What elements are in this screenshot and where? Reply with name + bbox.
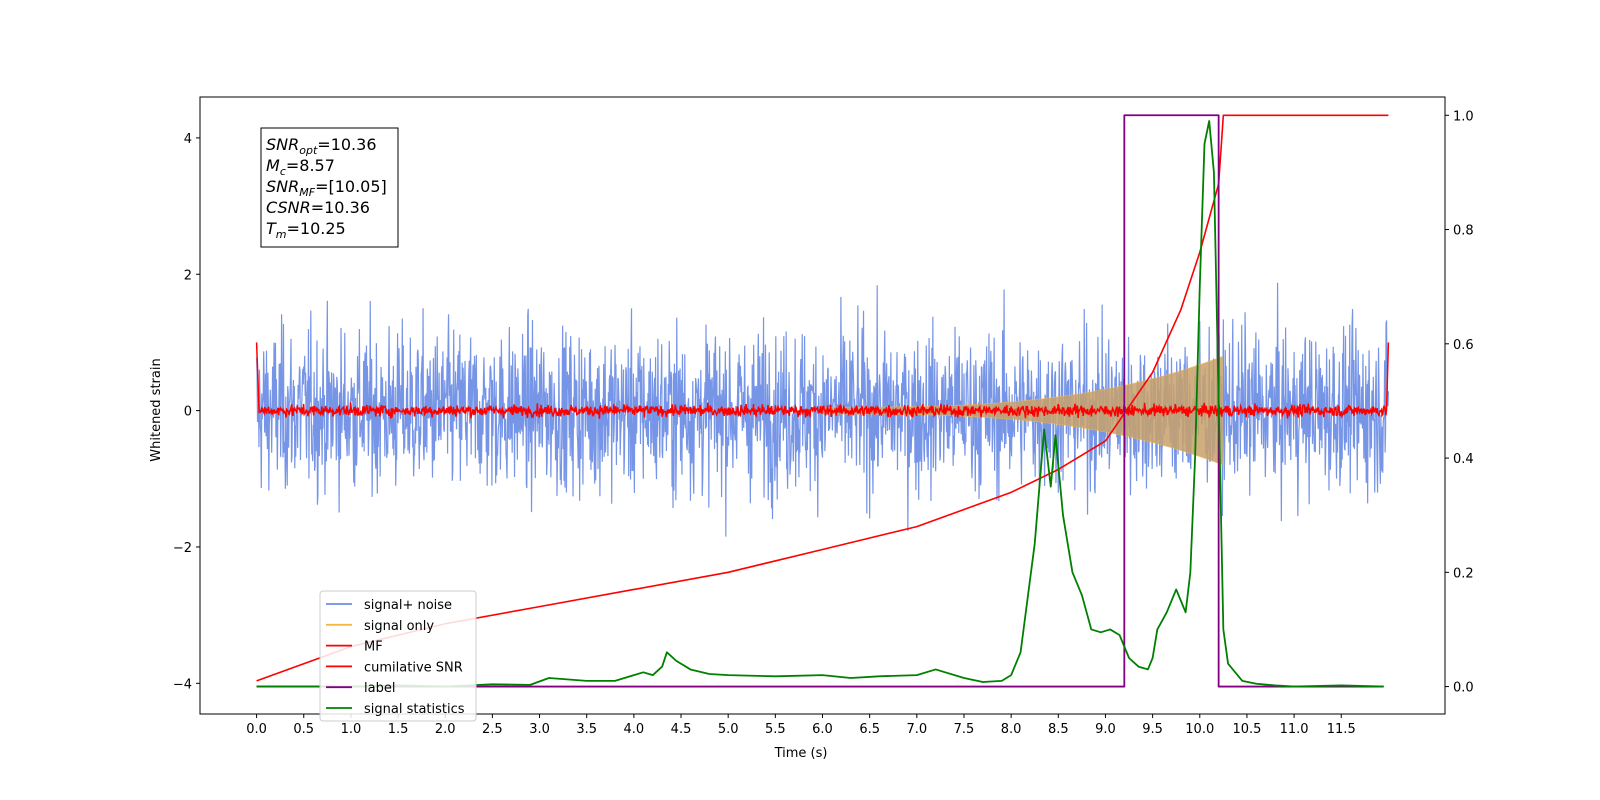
series-signal-noise bbox=[255, 282, 1390, 537]
x-tick-label: 6.5 bbox=[859, 722, 880, 737]
x-tick-label: 7.0 bbox=[906, 722, 927, 737]
legend-frame bbox=[319, 590, 477, 722]
x-tick-label: 5.0 bbox=[718, 722, 739, 737]
x-tick-label: 11.0 bbox=[1280, 722, 1309, 737]
legend: signal+ noise signal only MF cumilative SNR… bbox=[319, 590, 477, 722]
x-tick-label: 2.5 bbox=[482, 722, 503, 737]
legend-label: label bbox=[364, 681, 395, 696]
series-signal-statistics bbox=[256, 120, 1384, 688]
x-tick-label: 2.0 bbox=[435, 722, 456, 737]
y2-tick-label: 0.4 bbox=[1453, 452, 1474, 467]
y2-tick-label: 0.8 bbox=[1453, 224, 1474, 239]
annotation-line: CSNR=10.36 bbox=[266, 198, 370, 217]
y-tick-label: 4 bbox=[184, 132, 192, 147]
x-tick-label: 8.5 bbox=[1048, 722, 1069, 737]
axes: 0.0 0.5 1.0 1.5 2.0 2.5 3.0 3.5 4.0 4.5 5.0 5.5 6.0 6… bbox=[173, 96, 1474, 737]
y2-tick-label: 0.6 bbox=[1453, 338, 1474, 353]
y-axis-label: Whitened strain bbox=[149, 358, 164, 461]
legend-label: signal+ noise bbox=[364, 598, 452, 613]
y2-tick-label: 1.0 bbox=[1453, 109, 1474, 124]
plot-area bbox=[255, 114, 1390, 688]
annotation-frame bbox=[260, 127, 399, 248]
x-tick-label: 6.0 bbox=[812, 722, 833, 737]
x-tick-label: 0.0 bbox=[246, 722, 267, 737]
legend-label: cumilative SNR bbox=[364, 660, 463, 675]
x-tick-label: 9.0 bbox=[1095, 722, 1116, 737]
annotation-line: SNRopt=10.36 bbox=[266, 135, 377, 157]
legend-label: MF bbox=[364, 640, 383, 655]
x-tick-label: 7.5 bbox=[954, 722, 975, 737]
x-tick-label: 4.0 bbox=[624, 722, 645, 737]
y-tick-label: 2 bbox=[184, 268, 192, 283]
legend-label: signal statistics bbox=[364, 702, 465, 717]
x-tick-label: 1.5 bbox=[388, 722, 409, 737]
y-tick-label: 0 bbox=[184, 405, 192, 420]
x-tick-label: 3.5 bbox=[576, 722, 597, 737]
y2-tick-label: 0.2 bbox=[1453, 566, 1474, 581]
y-tick-label: −2 bbox=[173, 541, 192, 556]
stats-annotation-box: SNRopt=10.36Mc=8.57SNRMF=[10.05]CSNR=10.… bbox=[260, 127, 399, 248]
annotation-line: Tm=10.25 bbox=[266, 219, 346, 241]
y-tick-label: −4 bbox=[173, 677, 192, 692]
series-cumulative-snr bbox=[256, 114, 1389, 682]
series-mf bbox=[255, 342, 1390, 419]
x-axis-label: Time (s) bbox=[774, 746, 828, 761]
series-label bbox=[256, 114, 1384, 688]
x-tick-label: 3.0 bbox=[529, 722, 550, 737]
x-tick-label: 4.5 bbox=[671, 722, 692, 737]
x-tick-label: 8.0 bbox=[1001, 722, 1022, 737]
x-tick-label: 1.0 bbox=[341, 722, 362, 737]
x-tick-label: 0.5 bbox=[293, 722, 314, 737]
legend-label: signal only bbox=[364, 619, 434, 634]
y2-tick-label: 0.0 bbox=[1453, 681, 1474, 696]
x-tick-label: 5.5 bbox=[765, 722, 786, 737]
annotation-line: Mc=8.57 bbox=[266, 156, 335, 178]
annotation-line: SNRMF=[10.05] bbox=[266, 177, 387, 199]
x-tick-label: 10.5 bbox=[1232, 722, 1261, 737]
x-tick-label: 10.0 bbox=[1185, 722, 1214, 737]
x-tick-label: 11.5 bbox=[1327, 722, 1356, 737]
x-tick-label: 9.5 bbox=[1142, 722, 1163, 737]
